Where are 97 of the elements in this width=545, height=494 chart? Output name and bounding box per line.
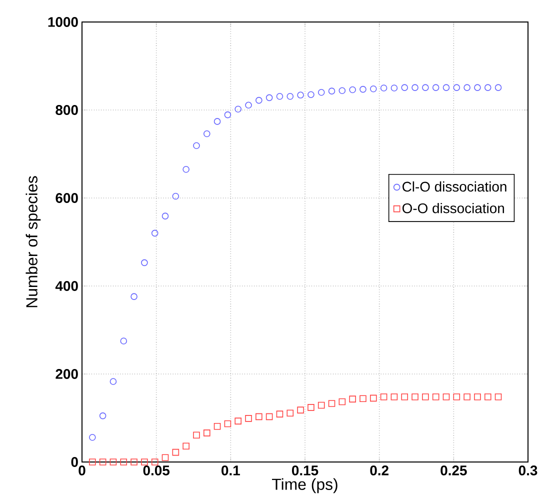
point — [193, 142, 200, 150]
y-tick-label: 600 — [56, 193, 78, 203]
point — [256, 96, 262, 104]
point — [442, 393, 450, 400]
point — [110, 378, 117, 385]
x-tick-label: 0.2 — [370, 466, 388, 476]
point — [412, 84, 418, 91]
point — [422, 84, 429, 91]
point — [380, 84, 388, 92]
point — [99, 458, 106, 466]
legend-label: Cl-O dissociation — [402, 181, 506, 192]
point — [193, 432, 200, 439]
point — [245, 102, 252, 109]
point — [120, 458, 128, 466]
point — [494, 84, 502, 91]
point — [214, 422, 221, 430]
point — [141, 259, 148, 266]
point — [130, 458, 138, 466]
point — [203, 430, 210, 436]
point — [182, 166, 190, 173]
y-tick-label: 200 — [56, 369, 78, 379]
point — [89, 434, 96, 441]
point — [474, 393, 481, 400]
point — [224, 111, 232, 118]
point — [130, 293, 138, 300]
point — [308, 91, 314, 98]
point — [401, 84, 408, 91]
point — [338, 87, 346, 94]
point — [494, 393, 502, 400]
point — [390, 393, 398, 400]
point — [172, 192, 180, 200]
y-tick-label: 800 — [56, 105, 78, 115]
point — [349, 396, 356, 402]
point — [484, 393, 492, 400]
x-tick-label: 0.25 — [440, 466, 467, 476]
y-tick-label: 400 — [55, 281, 78, 291]
point — [162, 212, 169, 220]
point — [308, 404, 314, 411]
point — [432, 393, 440, 400]
point — [203, 130, 210, 138]
point — [338, 398, 346, 406]
point — [370, 394, 377, 402]
x-tick-label: 0 — [78, 466, 86, 476]
point — [484, 84, 492, 91]
point — [328, 400, 336, 407]
x-axis-title: Time (ps) — [272, 478, 338, 494]
point — [256, 413, 262, 420]
point — [245, 415, 252, 422]
point — [234, 106, 242, 113]
point — [286, 92, 294, 100]
y-axis-title: Number of species — [26, 176, 41, 308]
point — [297, 406, 304, 414]
point — [276, 410, 284, 418]
point — [464, 84, 470, 91]
point — [412, 393, 418, 400]
point — [151, 230, 158, 237]
point — [214, 118, 221, 125]
point — [286, 410, 294, 417]
point — [234, 418, 242, 424]
point — [120, 338, 128, 344]
point — [442, 84, 450, 91]
point — [224, 420, 232, 428]
point — [349, 86, 356, 94]
point — [370, 85, 377, 92]
y-tick-label: 0 — [71, 457, 78, 467]
point — [380, 393, 388, 400]
point — [110, 458, 117, 466]
point — [464, 393, 470, 400]
point — [89, 458, 96, 466]
point — [474, 84, 481, 91]
point — [297, 92, 304, 98]
point — [360, 395, 366, 402]
point — [151, 458, 158, 466]
legend-label: O-O dissociation — [402, 202, 504, 214]
point — [276, 92, 284, 100]
point — [328, 88, 336, 94]
point — [401, 393, 408, 400]
point — [318, 88, 325, 96]
point — [182, 442, 190, 450]
point — [432, 84, 440, 91]
point — [318, 402, 325, 409]
x-tick-label: 0.15 — [292, 466, 318, 476]
point — [453, 84, 460, 91]
point — [266, 94, 273, 102]
point — [266, 413, 273, 420]
point — [162, 454, 169, 461]
point — [99, 412, 106, 420]
x-tick-label: 0.3 — [518, 466, 538, 476]
point — [453, 393, 460, 400]
x-tick-label: 0.05 — [143, 466, 170, 476]
point — [422, 393, 429, 400]
y-tick-label: 1000 — [48, 17, 78, 27]
x-tick-label: 0.1 — [222, 466, 240, 476]
point — [172, 448, 180, 456]
point — [390, 84, 398, 92]
point — [141, 458, 148, 466]
point — [360, 86, 366, 93]
